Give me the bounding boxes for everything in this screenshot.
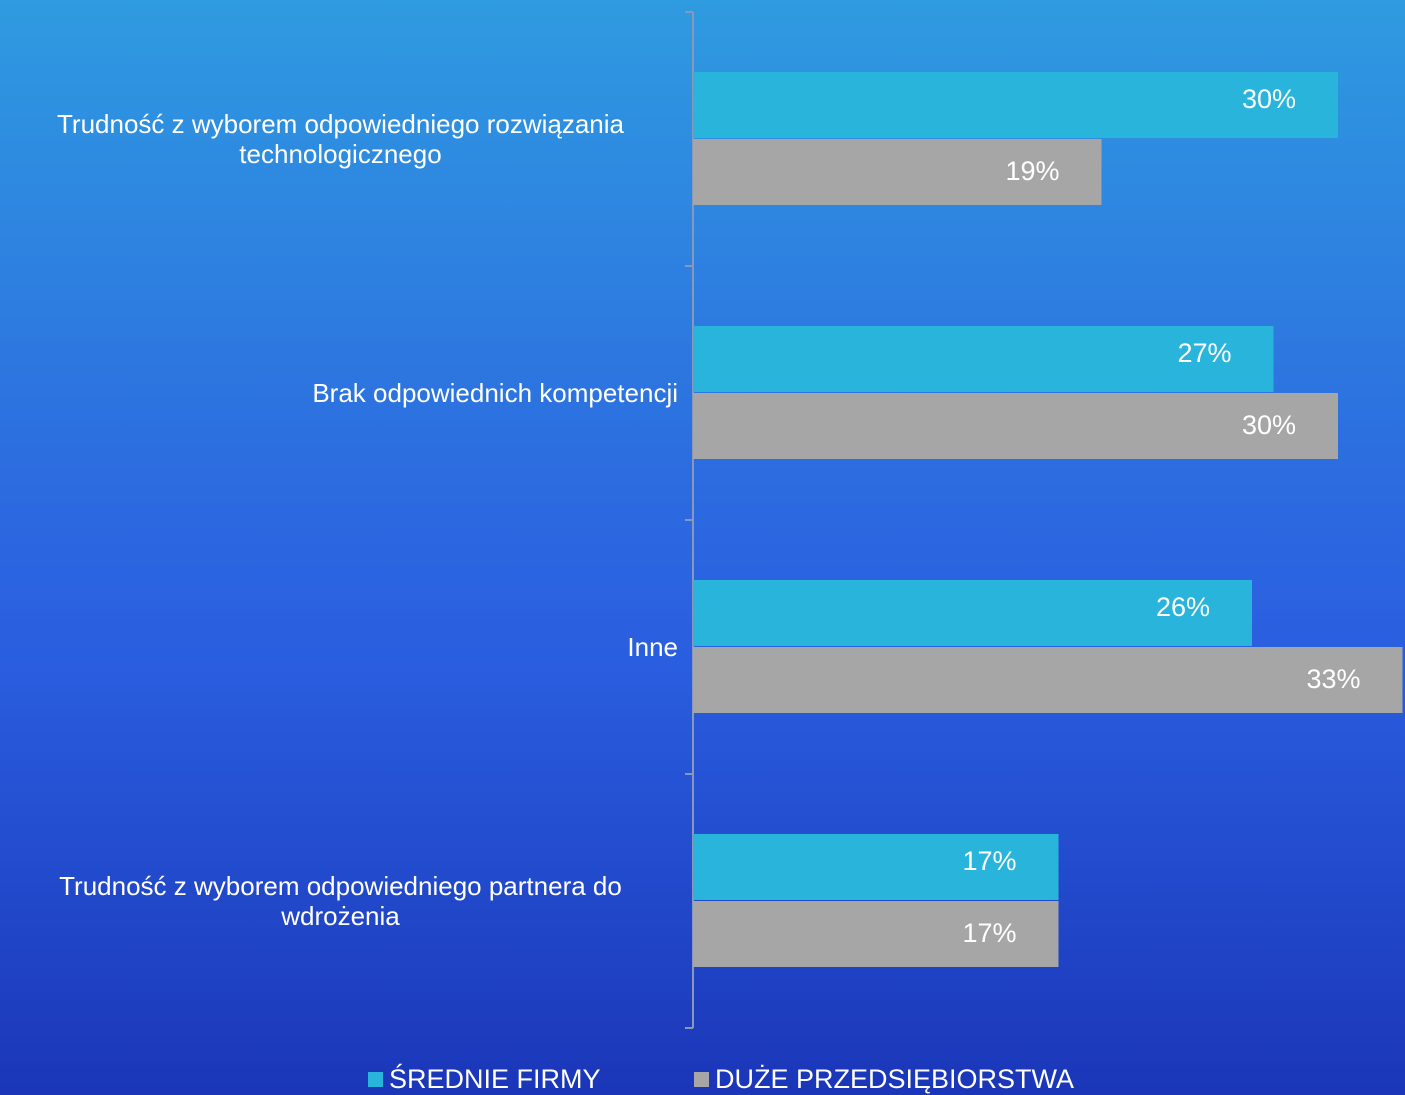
category-label: Brak odpowiednich kompetencji bbox=[312, 378, 678, 408]
value-label: 19% bbox=[1005, 156, 1059, 186]
category-label-box: Brak odpowiednich kompetencji bbox=[0, 353, 678, 433]
value-label: 33% bbox=[1306, 664, 1360, 694]
bar bbox=[693, 72, 1338, 138]
category-label-box: Inne bbox=[0, 607, 678, 687]
category-label-box: Trudność z wyborem odpowiedniego rozwiąz… bbox=[0, 99, 678, 179]
bar bbox=[693, 139, 1102, 205]
category-label: Inne bbox=[627, 632, 678, 662]
legend-label: ŚREDNIE FIRMY bbox=[389, 1064, 601, 1094]
bar bbox=[693, 834, 1059, 900]
bar bbox=[693, 326, 1274, 392]
bar bbox=[693, 393, 1338, 459]
legend-label: DUŻE PRZEDSIĘBIORSTWA bbox=[715, 1064, 1075, 1094]
value-label: 17% bbox=[962, 918, 1016, 948]
value-label: 30% bbox=[1242, 410, 1296, 440]
category-label-box: Trudność z wyborem odpowiedniego partner… bbox=[0, 861, 678, 941]
value-label: 30% bbox=[1242, 84, 1296, 114]
bar bbox=[693, 901, 1059, 967]
legend-item: ŚREDNIE FIRMY bbox=[368, 1064, 601, 1095]
value-label: 27% bbox=[1177, 338, 1231, 368]
category-label: Trudność z wyborem odpowiedniego rozwiąz… bbox=[57, 109, 624, 169]
legend-swatch bbox=[368, 1072, 383, 1087]
value-label: 17% bbox=[962, 846, 1016, 876]
category-label: Trudność z wyborem odpowiedniego partner… bbox=[59, 871, 622, 931]
bar bbox=[693, 647, 1403, 713]
bar bbox=[693, 580, 1252, 646]
legend-item: DUŻE PRZEDSIĘBIORSTWA bbox=[694, 1064, 1074, 1095]
value-label: 26% bbox=[1156, 592, 1210, 622]
legend-swatch bbox=[694, 1072, 709, 1087]
